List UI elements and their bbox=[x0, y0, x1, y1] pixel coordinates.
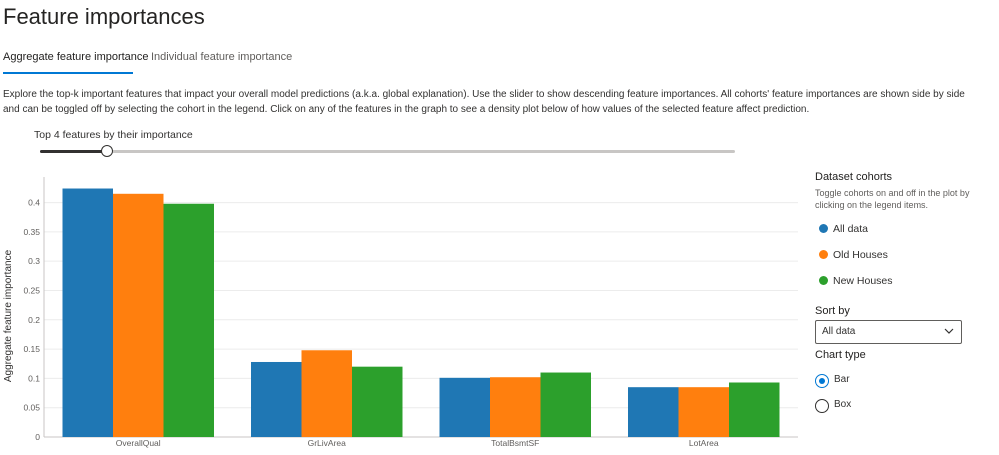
bar-lotarea-all-data[interactable] bbox=[628, 387, 679, 437]
active-tab-indicator bbox=[3, 72, 133, 74]
y-tick-label: 0.35 bbox=[23, 227, 40, 237]
legend-item-old-houses[interactable]: Old Houses bbox=[819, 249, 888, 261]
bar-grlivarea-new-houses[interactable] bbox=[352, 366, 403, 437]
y-tick-label: 0 bbox=[35, 432, 40, 442]
radio-label: Box bbox=[834, 399, 852, 410]
bar-totalbsmtsf-old-houses[interactable] bbox=[490, 377, 541, 437]
y-tick-label: 0.25 bbox=[23, 285, 40, 295]
sort-by-value: All data bbox=[822, 326, 856, 337]
legend-dot-icon bbox=[819, 276, 828, 285]
legend-label: New Houses bbox=[833, 275, 893, 287]
dataset-cohorts-title: Dataset cohorts bbox=[815, 171, 893, 183]
tab-individual-feature-importance[interactable]: Individual feature importance bbox=[151, 51, 292, 72]
radio-label: Bar bbox=[834, 374, 850, 385]
x-tick-label: LotArea bbox=[689, 438, 719, 448]
bar-overallqual-old-houses[interactable] bbox=[113, 193, 164, 437]
bar-lotarea-old-houses[interactable] bbox=[678, 387, 730, 437]
sort-by-label: Sort by bbox=[815, 305, 850, 317]
slider-thumb[interactable] bbox=[101, 145, 113, 157]
legend-dot-icon bbox=[819, 250, 828, 259]
x-tick-label: OverallQual bbox=[116, 438, 161, 448]
legend-label: Old Houses bbox=[833, 249, 888, 261]
bar-grlivarea-old-houses[interactable] bbox=[301, 350, 353, 437]
slider-label: Top 4 features by their importance bbox=[34, 129, 193, 141]
feature-importance-chart: 0 0.05 0.1 0.15 0.2 0.25 0.3 0.35 0.4 Aggregate f… bbox=[3, 177, 798, 448]
bar-lotarea-new-houses[interactable] bbox=[729, 382, 780, 437]
y-tick-label: 0.3 bbox=[28, 256, 40, 266]
tab-label: Aggregate feature importance bbox=[3, 51, 149, 63]
x-tick-label: GrLivArea bbox=[308, 438, 347, 448]
legend-dot-icon bbox=[819, 224, 828, 233]
legend-item-all-data[interactable]: All data bbox=[819, 223, 868, 235]
y-tick-label: 0.2 bbox=[28, 315, 40, 325]
sort-by-dropdown[interactable]: All data bbox=[815, 320, 962, 344]
chevron-down-icon bbox=[944, 328, 954, 334]
radio-circle bbox=[815, 399, 829, 413]
slider-fill bbox=[40, 150, 108, 153]
bar-grlivarea-all-data[interactable] bbox=[251, 361, 302, 437]
bar-overallqual-all-data[interactable] bbox=[62, 188, 114, 437]
y-tick-label: 0.1 bbox=[28, 373, 40, 383]
tab-label: Individual feature importance bbox=[151, 51, 293, 63]
slider-track[interactable] bbox=[40, 150, 735, 153]
y-tick-label: 0.15 bbox=[23, 344, 40, 354]
bar-totalbsmtsf-new-houses[interactable] bbox=[540, 372, 592, 437]
y-axis-label: Aggregate feature importance bbox=[3, 249, 14, 382]
x-tick-label: TotalBsmtSF bbox=[491, 438, 539, 448]
y-tick-label: 0.4 bbox=[28, 198, 40, 208]
radio-circle bbox=[815, 374, 829, 388]
dataset-cohorts-subtitle: Toggle cohorts on and off in the plot by… bbox=[815, 188, 970, 210]
tab-aggregate-feature-importance[interactable]: Aggregate feature importance bbox=[3, 51, 149, 74]
y-tick-label: 0.05 bbox=[23, 403, 40, 413]
description-text: Explore the top-k important features tha… bbox=[3, 89, 965, 115]
bar-overallqual-new-houses[interactable] bbox=[163, 203, 215, 437]
legend-label: All data bbox=[833, 223, 869, 235]
page-title: Feature importances bbox=[3, 4, 205, 29]
chart-type-label: Chart type bbox=[815, 349, 866, 361]
legend-item-new-houses[interactable]: New Houses bbox=[819, 275, 893, 287]
bar-totalbsmtsf-all-data[interactable] bbox=[439, 377, 491, 437]
